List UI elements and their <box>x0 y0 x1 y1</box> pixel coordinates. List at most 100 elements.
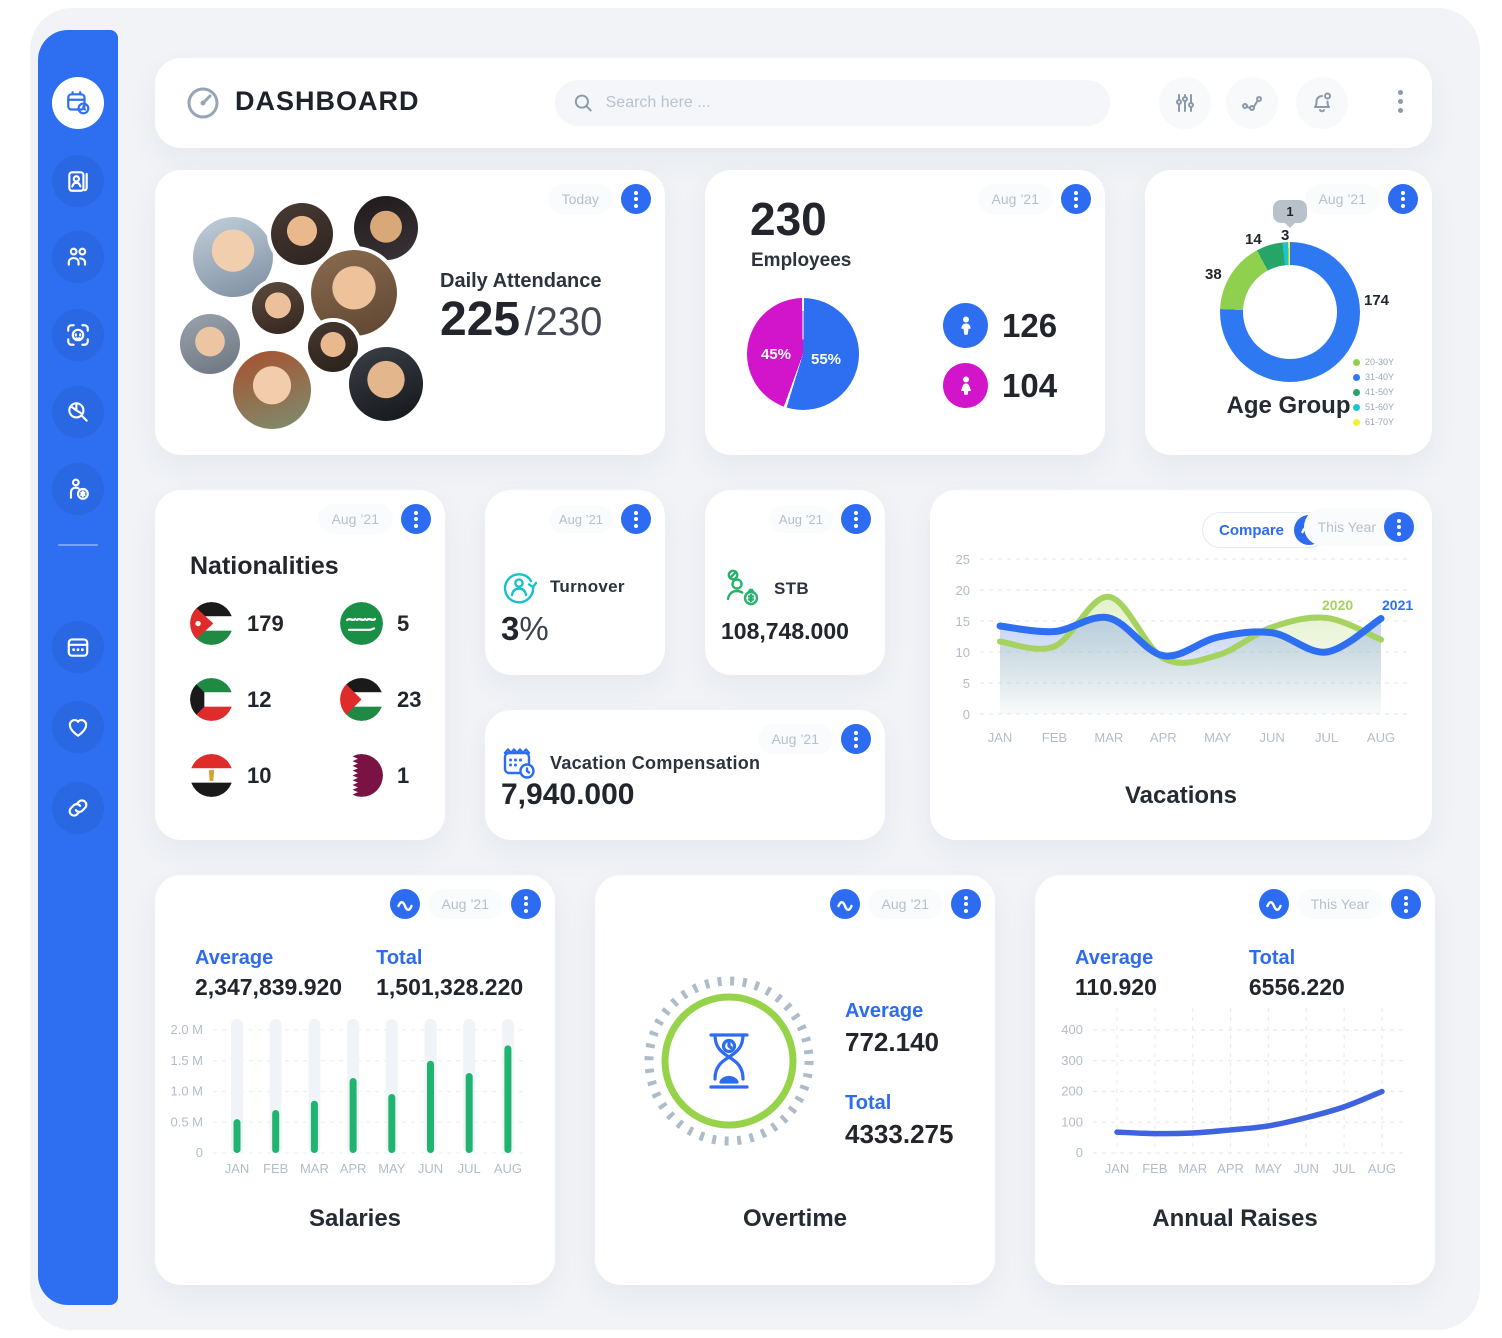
employees-card: Aug ’21 230 Employees 45% 55% 126 104 <box>705 170 1105 455</box>
nationality-row: 1 <box>340 754 409 797</box>
employee-avatar <box>354 196 418 260</box>
female-count: 104 <box>1002 366 1058 404</box>
card-menu-button[interactable] <box>1384 512 1414 542</box>
svg-text:MAY: MAY <box>1255 1161 1283 1176</box>
svg-text:1.5 M: 1.5 M <box>170 1053 203 1068</box>
svg-text:JUL: JUL <box>1333 1161 1356 1176</box>
nationality-row: 12 <box>190 678 271 721</box>
overtime-card: Aug ’21 Average 772.140 Total 4333.275 O… <box>595 875 995 1285</box>
annual-raises-line-chart: JAN FEB MAR APR MAY JUN JUL AUG 0 100 200 300 400 <box>1061 1008 1403 1176</box>
overtime-title: Overtime <box>742 1205 848 1232</box>
svg-text:100: 100 <box>1061 1114 1083 1129</box>
compare-label: Compare <box>1219 521 1285 539</box>
svg-text:300: 300 <box>1061 1053 1083 1068</box>
period-label: This Year <box>1317 519 1376 535</box>
card-menu-button[interactable] <box>841 504 871 534</box>
total-stat: Total 1,501,328.220 <box>376 947 524 1000</box>
nationality-count: 12 <box>247 686 272 712</box>
sidebar-item-insights[interactable] <box>52 386 104 438</box>
compare-button[interactable] <box>389 889 420 919</box>
sidebar-item-employee-cards[interactable] <box>52 155 104 207</box>
notifications-button[interactable] <box>1296 77 1348 129</box>
vacation-compensation-card: Aug ’21 Vacation Compensation 7,940.000 <box>485 710 885 840</box>
employee-count: 230 <box>750 193 827 245</box>
card-menu-button[interactable] <box>401 504 431 534</box>
period-pill: Aug ’21 <box>757 724 833 754</box>
legend-item: 41-50Y <box>1353 387 1394 397</box>
vacation-compensation-value: 7,940.000 <box>501 778 635 811</box>
sidebar-item-payroll[interactable] <box>52 463 104 515</box>
svg-text:AUG: AUG <box>1367 730 1395 745</box>
card-menu-button[interactable] <box>1391 889 1421 919</box>
payroll-person-coin-icon <box>69 478 89 500</box>
share-nodes-icon <box>1242 96 1262 111</box>
header-bar: DASHBOARD <box>155 58 1432 148</box>
period-pill: Aug ’21 <box>548 505 613 533</box>
sidebar-item-schedule[interactable] <box>52 621 104 673</box>
card-menu-button[interactable] <box>1061 184 1091 214</box>
dashboard-calendar-icon <box>67 91 90 115</box>
turnover-label: Turnover <box>550 577 625 596</box>
search-bar[interactable] <box>555 80 1110 126</box>
age-group-card: Aug ’21 174 38 14 3 1 20-30Y 31-40Y 41-50Y… <box>1145 170 1432 455</box>
svg-text:0.5 M: 0.5 M <box>170 1114 203 1129</box>
card-menu-button[interactable] <box>951 889 981 919</box>
sidebar-item-links[interactable] <box>52 782 104 834</box>
svg-text:JAN: JAN <box>988 730 1013 745</box>
vacations-title: Vacations <box>1124 782 1238 809</box>
employee-avatar <box>349 347 423 421</box>
svg-text:JUL: JUL <box>458 1161 481 1176</box>
period-pill: Today <box>547 184 613 214</box>
card-menu-button[interactable] <box>511 889 541 919</box>
svg-text:MAY: MAY <box>378 1161 406 1176</box>
card-menu-button[interactable] <box>621 184 651 214</box>
svg-text:10: 10 <box>956 645 970 660</box>
search-input[interactable] <box>605 94 1092 112</box>
legend-item: 61-70Y <box>1353 417 1394 427</box>
total-stat: Total 4333.275 <box>845 1092 954 1149</box>
compare-button[interactable] <box>829 889 860 919</box>
svg-text:400: 400 <box>1061 1022 1083 1037</box>
search-icon <box>574 94 592 112</box>
svg-text:JUN: JUN <box>418 1161 443 1176</box>
employee-label: Employees <box>751 250 852 271</box>
annual-raises-card: This Year Average 110.920 Total 6556.220… <box>1035 875 1435 1285</box>
annual-raises-title: Annual Raises <box>1152 1205 1318 1232</box>
nationality-count: 5 <box>397 610 410 636</box>
period-pill: Aug ’21 <box>768 505 833 533</box>
age-legend: 20-30Y 31-40Y 41-50Y 51-60Y 61-70Y <box>1353 357 1394 427</box>
svg-text:FEB: FEB <box>263 1161 288 1176</box>
svg-text:AUG: AUG <box>494 1161 522 1176</box>
card-menu-button[interactable] <box>621 504 651 534</box>
sidebar-item-team[interactable] <box>52 231 104 283</box>
employee-avatar <box>252 282 304 334</box>
card-menu-button[interactable] <box>841 724 871 754</box>
employee-avatar <box>271 203 333 265</box>
male-count: 126 <box>1002 306 1058 344</box>
filter-button[interactable] <box>1159 77 1211 129</box>
female-percent: 45% <box>761 346 792 363</box>
period-group: This Year <box>1303 508 1418 546</box>
sidebar <box>38 30 118 1305</box>
compare-button[interactable] <box>1258 889 1289 919</box>
svg-text:MAR: MAR <box>1094 730 1123 745</box>
svg-text:1.0 M: 1.0 M <box>170 1084 203 1099</box>
sidebar-item-dashboard[interactable] <box>52 77 104 129</box>
svg-text:2020: 2020 <box>1322 597 1353 613</box>
card-menu-button[interactable] <box>1388 184 1418 214</box>
header-more-button[interactable] <box>1398 90 1403 113</box>
flag-jordan-icon <box>190 602 233 645</box>
share-button[interactable] <box>1226 77 1278 129</box>
sidebar-item-face-id[interactable] <box>52 309 104 361</box>
svg-text:APR: APR <box>1150 730 1177 745</box>
period-pill: Aug ’21 <box>867 889 943 919</box>
svg-text:0: 0 <box>963 707 970 722</box>
employee-avatar <box>193 217 273 297</box>
attendance-title: Daily Attendance <box>440 270 602 292</box>
svg-text:15: 15 <box>956 614 970 629</box>
svg-text:JAN: JAN <box>225 1161 250 1176</box>
vacations-card: Compare This Year 0 5 10 15 20 25 JAN FEB MAR APR… <box>930 490 1432 840</box>
age-donut-chart <box>1220 242 1360 382</box>
sidebar-item-wellness[interactable] <box>52 701 104 753</box>
employee-avatar <box>308 322 358 372</box>
